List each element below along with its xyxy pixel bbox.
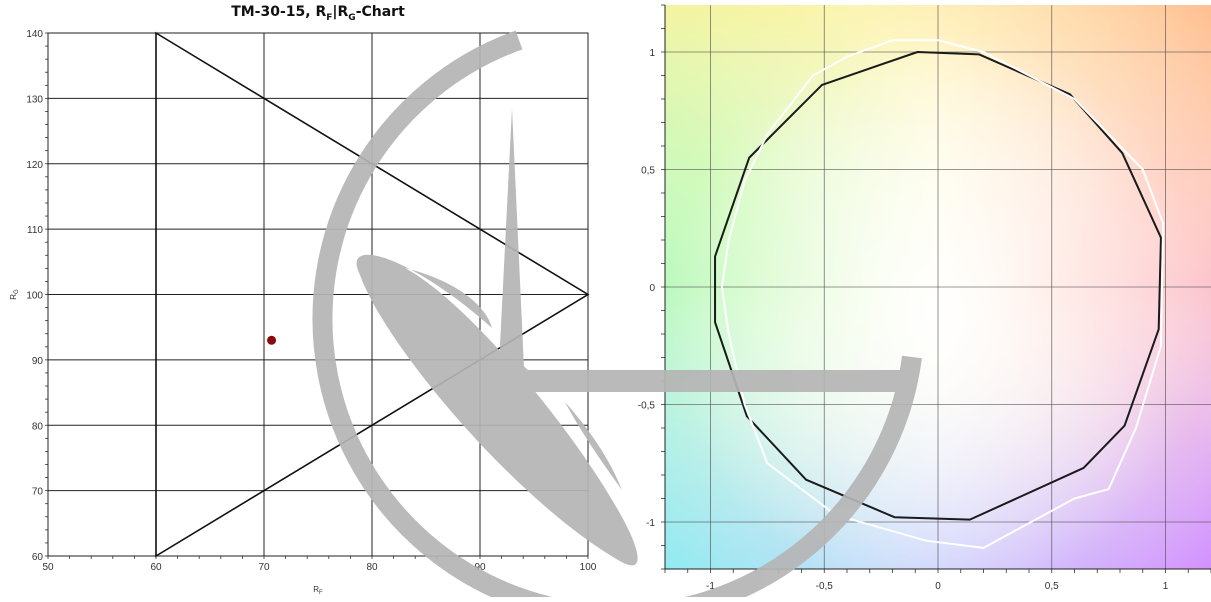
reference-source-polygon	[720, 39, 1165, 549]
y-tick-label: 70	[32, 487, 44, 498]
y-axis-label-sub: G	[14, 289, 20, 294]
watermark-streak	[565, 402, 622, 490]
x-tick-label: 100	[580, 562, 597, 573]
x-tick-label: 90	[474, 562, 486, 573]
watermark-swoosh	[356, 254, 638, 566]
y-tick-label: 0	[649, 283, 655, 294]
watermark-logo	[312, 30, 922, 602]
y-tick-label: 110	[27, 225, 43, 236]
x-axis-label-sub: F	[319, 590, 323, 596]
y-axis-label: RG	[9, 289, 20, 300]
y-tick-label: 0,5	[641, 166, 655, 177]
x-tick-label: 60	[150, 562, 162, 573]
x-tick-label: 0,5	[1045, 581, 1059, 592]
test-source-polygon	[714, 51, 1162, 521]
x-tick-label: 0	[935, 581, 941, 592]
y-tick-label: 80	[32, 421, 44, 432]
watermark-wedge	[500, 108, 524, 368]
x-tick-label: 70	[258, 562, 270, 573]
y-tick-label: 100	[26, 291, 43, 302]
x-axis-label: RF	[313, 585, 323, 596]
x-tick-label: -1	[706, 581, 715, 592]
x-tick-label: 1	[1163, 581, 1169, 592]
watermark-ring	[312, 30, 922, 602]
y-tick-label: -1	[646, 518, 655, 529]
y-tick-label: 140	[26, 29, 43, 40]
chart-title: TM-30-15, RF|RG-Chart	[231, 4, 405, 23]
data-point	[267, 335, 277, 345]
x-tick-label: -0,5	[816, 581, 834, 592]
y-tick-label: 60	[32, 552, 44, 563]
y-tick-label: 120	[26, 160, 43, 171]
y-tick-label: 90	[32, 356, 44, 367]
y-tick-label: 1	[649, 48, 655, 59]
x-tick-label: 50	[42, 562, 54, 573]
y-tick-label: 130	[26, 94, 43, 105]
x-tick-label: 80	[366, 562, 378, 573]
color-vector-chart: -1 -0,5 0 0,5 1 -1 -0,5 0 0,5 1	[638, 4, 1211, 592]
x-axis-label-main: R	[313, 585, 319, 594]
y-axis-label-main: R	[9, 294, 18, 300]
y-tick-label: -0,5	[638, 401, 656, 412]
watermark-bar	[500, 345, 910, 392]
